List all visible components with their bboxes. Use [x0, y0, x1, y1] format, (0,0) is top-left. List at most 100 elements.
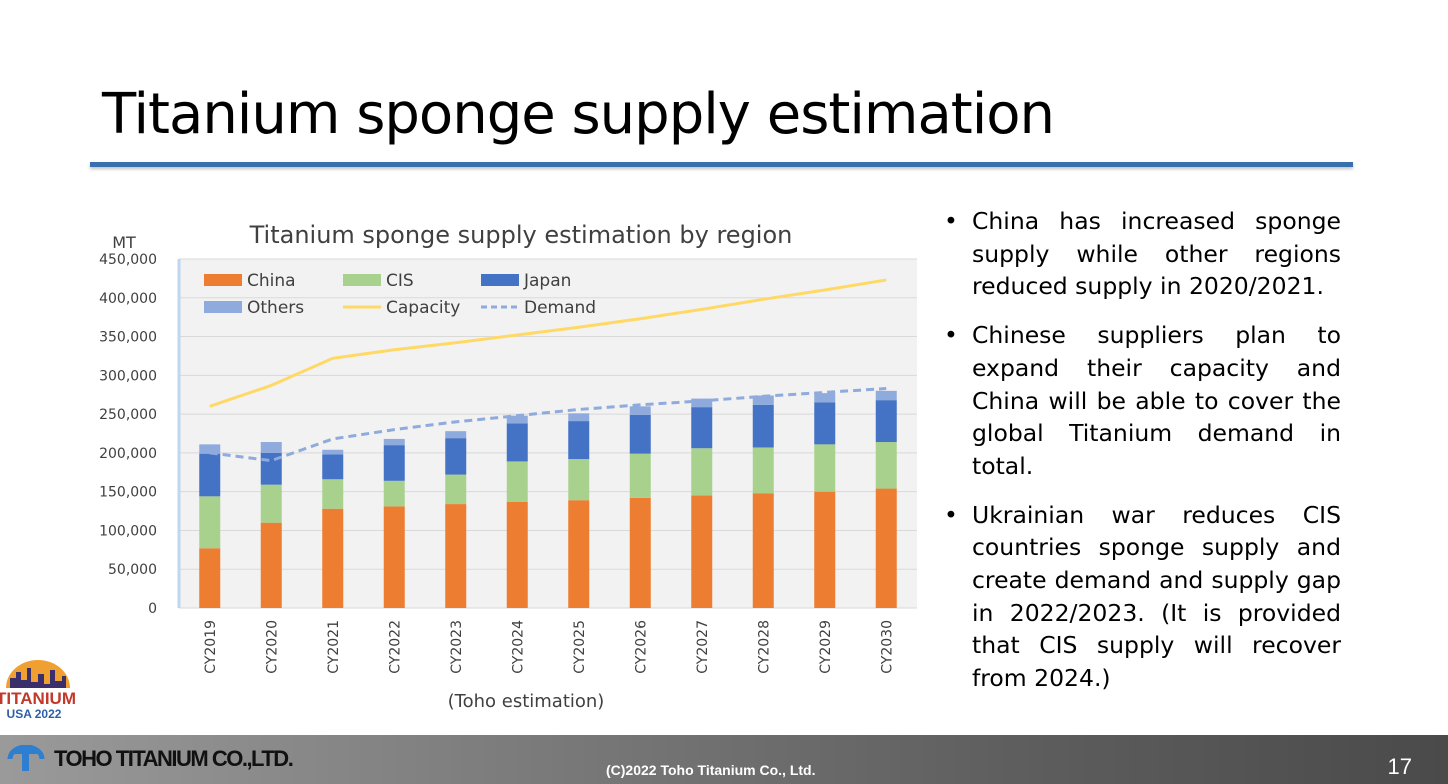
x-tick-label: CY2027	[695, 620, 711, 674]
legend-label: CIS	[386, 271, 414, 291]
bar-japan	[322, 454, 344, 480]
bar-japan	[445, 438, 467, 475]
bar-china	[383, 506, 405, 608]
bar-china	[199, 548, 221, 608]
bar-china	[752, 493, 774, 608]
bullet-item: • Chinese suppliers plan to expand their …	[944, 319, 1341, 483]
legend-swatch	[204, 274, 242, 286]
y-tick-label: 200,000	[99, 446, 157, 462]
legend-label: China	[247, 271, 296, 291]
x-tick-label: CY2021	[326, 620, 342, 674]
y-tick-label: 250,000	[99, 407, 157, 423]
bar-cis	[383, 480, 405, 507]
bar-japan	[814, 402, 836, 445]
bar-cis	[199, 496, 221, 549]
legend-swatch	[343, 274, 381, 286]
bar-china	[260, 522, 282, 608]
bar-cis	[445, 474, 467, 505]
legend-label: Others	[247, 298, 304, 318]
bullet-text: China has increased sponge supply while …	[972, 207, 1341, 301]
y-tick-label: 50,000	[108, 562, 157, 578]
x-tick-label: CY2024	[510, 620, 526, 674]
y-tick-label: 350,000	[99, 330, 157, 346]
bullet-text: Ukrainian war reduces CIS countries spon…	[972, 500, 1341, 693]
x-tick-label: CY2022	[387, 620, 403, 674]
toho-logo-icon	[7, 745, 45, 771]
copyright-text: (C)2022 Toho Titanium Co., Ltd.	[606, 762, 816, 778]
bar-china	[629, 497, 651, 608]
bar-others	[691, 398, 713, 408]
bar-cis	[260, 484, 282, 523]
bar-others	[629, 406, 651, 415]
legend-swatch	[481, 274, 519, 286]
x-tick-label: CY2026	[633, 620, 649, 674]
bar-cis	[691, 448, 713, 496]
legend-label: Demand	[524, 298, 596, 318]
title-underline	[90, 162, 1353, 167]
chart-title: Titanium sponge supply estimation by reg…	[249, 221, 793, 249]
bar-others	[322, 449, 344, 455]
bar-cis	[875, 442, 897, 489]
y-tick-label: 450,000	[99, 252, 157, 268]
bar-china	[691, 495, 713, 608]
bar-others	[568, 413, 590, 422]
bullet-text: Chinese suppliers plan to expand their c…	[972, 321, 1341, 480]
bullet-item: • China has increased sponge supply while…	[944, 205, 1341, 303]
conference-logo-subtext: USA 2022	[7, 707, 62, 721]
x-tick-label: CY2030	[879, 620, 895, 674]
bar-others	[260, 442, 282, 453]
slide-title: Titanium sponge supply estimation	[102, 82, 1055, 147]
x-tick-label: CY2019	[203, 620, 219, 674]
page-number: 17	[1387, 754, 1412, 779]
bar-cis	[568, 459, 590, 501]
plot-area	[179, 259, 917, 608]
x-tick-label: CY2028	[756, 620, 772, 674]
x-tick-label: CY2023	[449, 620, 465, 674]
bar-japan	[383, 445, 405, 481]
bullet-marker: •	[944, 207, 958, 235]
conference-logo: TITANIUM USA 2022	[0, 660, 76, 721]
bar-china	[445, 504, 467, 608]
bar-japan	[506, 423, 528, 462]
bar-others	[445, 431, 467, 439]
bar-china	[568, 500, 590, 608]
line-capacity	[209, 278, 887, 408]
bar-others	[199, 444, 221, 454]
y-tick-label: 400,000	[99, 291, 157, 307]
bar-japan	[199, 453, 221, 497]
bar-others	[383, 438, 405, 446]
bar-others	[814, 393, 836, 403]
company-logo: TOHO TITANIUM CO.,LTD.	[6, 745, 294, 773]
x-tick-label: CY2029	[818, 620, 834, 674]
legend-swatch	[204, 301, 242, 313]
y-tick-label: 150,000	[99, 485, 157, 501]
legend-label: Japan	[523, 271, 571, 291]
bar-japan	[691, 407, 713, 449]
bar-cis	[752, 447, 774, 494]
y-tick-label: 100,000	[99, 523, 157, 539]
bar-cis	[322, 479, 344, 509]
bar-china	[875, 488, 897, 608]
chart-note: (Toho estimation)	[448, 691, 605, 712]
bar-cis	[629, 453, 651, 498]
conference-logo-text: TITANIUM	[0, 689, 76, 708]
bar-japan	[752, 404, 774, 448]
y-tick-label: 0	[148, 601, 157, 617]
bar-japan	[568, 421, 590, 460]
x-tick-label: CY2020	[264, 620, 280, 674]
y-tick-label: 300,000	[99, 368, 157, 384]
y-axis-unit-label: MT	[112, 233, 136, 252]
bullet-item: • Ukrainian war reduces CIS countries spo…	[944, 499, 1341, 695]
bar-cis	[506, 461, 528, 502]
bar-china	[814, 491, 836, 608]
supply-chart: Titanium sponge supply estimation by reg…	[99, 221, 917, 712]
bar-japan	[875, 400, 897, 443]
bar-japan	[629, 414, 651, 454]
legend-label: Capacity	[386, 298, 460, 318]
bar-china	[506, 501, 528, 608]
bullet-marker: •	[944, 321, 958, 350]
bullet-marker: •	[944, 500, 958, 529]
bar-others	[506, 415, 528, 424]
line-demand	[209, 387, 887, 463]
footer-bar: TOHO TITANIUM CO.,LTD. (C)2022 Toho Tita…	[0, 735, 1448, 784]
